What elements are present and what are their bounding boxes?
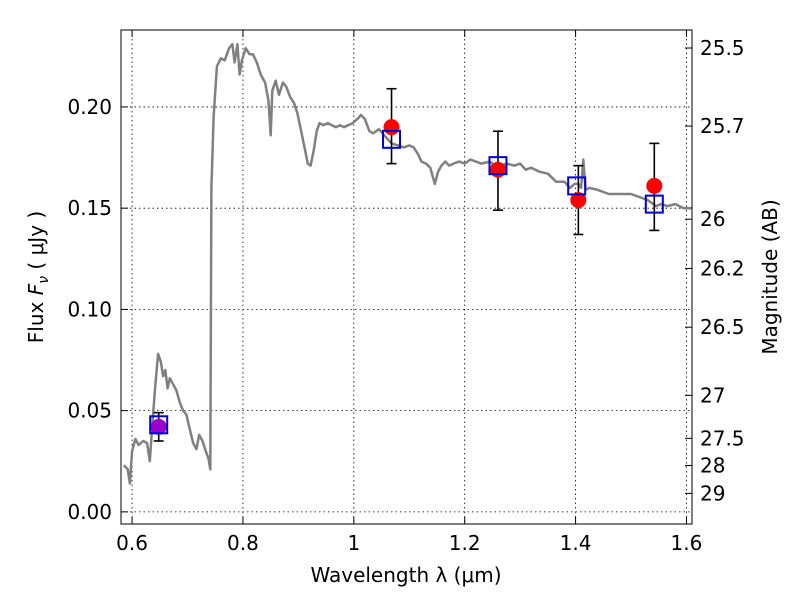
x-axis: 0.6 0.8 1 1.2 1.4 1.6 — [116, 30, 702, 555]
data-layer — [122, 42, 692, 485]
observed-point — [383, 119, 400, 136]
x-tick-label: 1.6 — [671, 531, 703, 555]
y-axis-title-symbol: F — [24, 283, 48, 295]
model-point — [644, 194, 664, 214]
y-axis-title-suffix: ( μJy ) — [24, 211, 48, 276]
x-tick-label: 0.6 — [116, 531, 148, 555]
observed-point — [570, 192, 587, 209]
x-tick-label: 0.8 — [227, 531, 259, 555]
y-axis-title: Flux Fν ( μJy ) — [24, 211, 52, 343]
x-axis-title: Wavelength λ (μm) — [310, 563, 501, 587]
grid-lines — [121, 30, 692, 524]
y2-tick-label: 28 — [700, 453, 725, 477]
model-spectrum-line — [122, 42, 692, 485]
observed-point — [646, 177, 663, 194]
x-tick-label: 1.2 — [449, 531, 481, 555]
y-axis-title-subscript: ν — [36, 276, 52, 284]
y2-tick-label: 25.5 — [700, 36, 745, 60]
y-tick-label: 0.05 — [67, 399, 112, 423]
model-point — [382, 129, 402, 149]
y-tick-label: 0.00 — [67, 500, 112, 524]
y-tick-label: 0.20 — [67, 95, 112, 119]
y2-tick-label: 27.5 — [700, 426, 745, 450]
y-tick-label: 0.15 — [67, 196, 112, 220]
x-tick-label: 1 — [347, 531, 360, 555]
model-point — [149, 415, 169, 435]
model-point — [488, 156, 508, 176]
y2-tick-label: 27 — [700, 383, 725, 407]
y2-tick-label: 26.5 — [700, 315, 745, 339]
y-axis-title-prefix: Flux — [24, 295, 48, 343]
y-axis-left: 0.00 0.05 0.10 0.15 0.20 — [67, 95, 128, 524]
observed-point — [150, 418, 167, 435]
y2-tick-label: 29 — [700, 481, 725, 505]
y2-tick-label: 25.7 — [700, 114, 745, 138]
model-point — [567, 176, 587, 196]
y-axis-right: 25.5 25.7 26 26.2 26.5 27 27.5 28 29 — [685, 36, 745, 505]
y2-tick-label: 26 — [700, 207, 725, 231]
y-tick-label: 0.10 — [67, 297, 112, 321]
y2-axis-title: Magnitude (AB) — [758, 199, 782, 354]
plot-frame — [120, 29, 693, 525]
x-tick-label: 1.4 — [560, 531, 592, 555]
y2-tick-label: 26.2 — [700, 256, 745, 280]
